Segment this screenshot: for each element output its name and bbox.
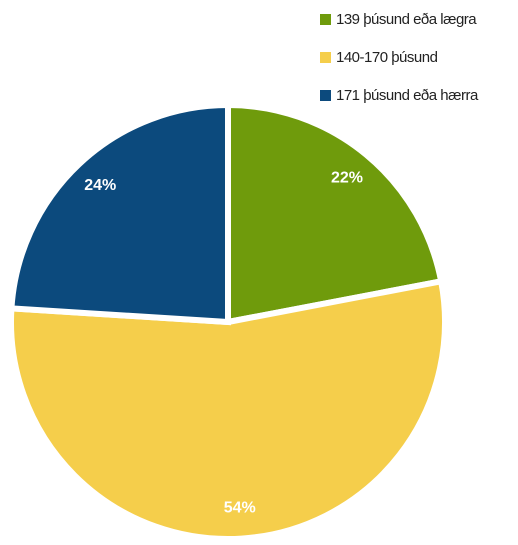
pie-slice bbox=[225, 101, 445, 326]
value-label: 24% bbox=[84, 177, 116, 194]
value-label: 54% bbox=[224, 499, 256, 516]
pie-slice bbox=[8, 277, 448, 542]
legend-label: 139 þúsund eða lægra bbox=[336, 11, 477, 28]
legend-swatch bbox=[320, 52, 331, 63]
legend-label: 171 þúsund eða hærra bbox=[336, 87, 479, 104]
legend-swatch bbox=[320, 90, 331, 101]
value-label: 22% bbox=[331, 169, 363, 186]
legend-swatch bbox=[320, 14, 331, 25]
pie-slice bbox=[8, 101, 231, 326]
legend-label: 140-170 þúsund bbox=[336, 49, 438, 66]
